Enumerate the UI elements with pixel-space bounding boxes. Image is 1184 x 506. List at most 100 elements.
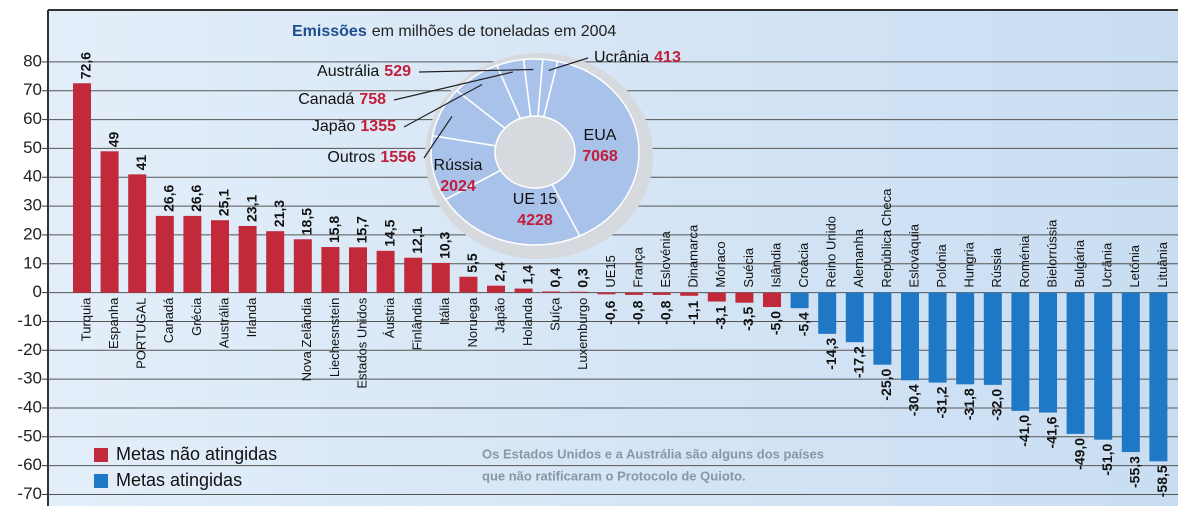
value-label: -3,1	[713, 305, 729, 329]
value-label: 15,8	[326, 216, 342, 243]
slice-label: Canadá	[298, 91, 354, 108]
y-tick-label: -20	[17, 340, 42, 359]
x-tick-label: Reino Unido	[824, 216, 839, 288]
value-label: -49,0	[1071, 438, 1087, 470]
y-tick-label: 40	[23, 167, 42, 186]
x-tick-label: Ucrânia	[1100, 242, 1115, 288]
x-tick-label: Finlândia	[410, 297, 425, 351]
x-tick-label: Turquia	[78, 297, 93, 341]
y-tick-label: 50	[23, 138, 42, 157]
value-label: 0,4	[547, 268, 563, 288]
x-tick-label: Espanha	[106, 297, 121, 349]
x-tick-label: Austrália	[216, 297, 231, 348]
bar	[1039, 292, 1057, 413]
value-label: 10,3	[437, 231, 453, 258]
y-tick-label: -40	[17, 397, 42, 416]
value-label: 72,6	[78, 52, 94, 79]
bar	[569, 291, 588, 293]
x-tick-label: Roménia	[1017, 235, 1032, 288]
x-tick-label: Eslováquia	[906, 223, 921, 287]
bar	[349, 247, 367, 293]
value-label: -58,5	[1154, 465, 1170, 497]
bar	[1066, 292, 1085, 434]
slice-label: Rússia	[434, 157, 483, 174]
bar	[873, 292, 892, 365]
leader-line	[418, 68, 534, 73]
slice-text: Austrália 529	[317, 63, 411, 80]
slice-value: 413	[654, 49, 681, 66]
legend-label: Metas não atingidas	[116, 444, 277, 464]
slice-value: 1556	[380, 149, 416, 166]
value-label: 21,3	[271, 200, 287, 227]
x-tick-label: PORTUGAL	[134, 298, 149, 369]
value-label: 15,7	[354, 216, 370, 243]
x-tick-label: Hungria	[962, 241, 977, 287]
x-tick-label: Estados Unidos	[354, 297, 369, 389]
x-tick-label: Canadá	[161, 297, 176, 343]
slice-text: Japão 1355	[312, 118, 396, 135]
value-label: 5,5	[464, 253, 480, 273]
bar	[293, 239, 312, 293]
value-label: -51,0	[1099, 443, 1115, 475]
value-label: -14,3	[823, 338, 839, 370]
bar	[238, 225, 257, 293]
value-label: 14,5	[381, 219, 397, 246]
bar	[790, 292, 809, 309]
y-tick-label: 0	[33, 282, 42, 301]
bar	[1011, 292, 1030, 411]
slice-label: Ucrânia	[594, 49, 649, 66]
value-label: 23,1	[243, 195, 259, 222]
bar	[431, 262, 450, 293]
bar	[542, 291, 561, 293]
slice-text: Ucrânia 413	[594, 49, 681, 66]
bar	[155, 215, 174, 293]
x-tick-label: Irlanda	[244, 297, 259, 338]
x-tick-label: Rússia	[989, 247, 1004, 288]
x-tick-label: Suécia	[741, 247, 756, 288]
value-label: -41,6	[1044, 416, 1060, 448]
value-label: -5,4	[795, 312, 811, 336]
x-tick-label: Letónia	[1127, 244, 1142, 287]
x-tick-label: Nova Zelândia	[299, 297, 314, 382]
x-tick-label: Áustria	[382, 297, 397, 338]
y-tick-label: 20	[23, 224, 42, 243]
value-label: 1,4	[519, 265, 535, 285]
bar	[625, 292, 643, 295]
bar	[266, 231, 285, 293]
value-label: 25,1	[216, 189, 232, 216]
bar	[459, 276, 478, 293]
value-label: -0,6	[602, 300, 618, 324]
bar	[901, 292, 919, 381]
value-label: -30,4	[906, 384, 922, 416]
bar	[956, 292, 975, 385]
value-label: 26,6	[188, 184, 204, 211]
x-tick-label: Alemanha	[851, 228, 866, 287]
y-tick-label: 70	[23, 80, 42, 99]
donut-slice	[444, 169, 581, 246]
value-label: -0,8	[657, 300, 673, 324]
annotation: que não ratificaram o Protocolo de Quiot…	[482, 468, 746, 483]
x-tick-label: Bulgária	[1072, 239, 1087, 287]
value-label: 18,5	[299, 208, 315, 235]
bar	[404, 257, 423, 293]
x-tick-label: Noruega	[465, 297, 480, 348]
leader-line	[393, 71, 514, 101]
bar	[1094, 292, 1113, 440]
donut-slice	[542, 60, 640, 237]
bar	[707, 292, 726, 302]
x-tick-label: Holanda	[520, 297, 535, 346]
bar	[652, 292, 671, 295]
bar	[735, 292, 754, 303]
value-label: -5,0	[768, 311, 784, 335]
x-tick-label: Suíça	[548, 297, 563, 331]
pie-title-rest: em milhões de toneladas em 2004	[372, 23, 617, 40]
bar	[376, 250, 395, 293]
bar	[845, 292, 864, 343]
leader-line	[403, 83, 483, 128]
x-tick-label: República Checa	[879, 188, 894, 288]
y-tick-label: -30	[17, 369, 42, 388]
x-tick-label: Luxemburgo	[575, 298, 590, 370]
x-tick-label: Liechesnstein	[327, 298, 342, 378]
x-tick-label: Lituânia	[1155, 241, 1170, 287]
bar	[100, 151, 119, 293]
